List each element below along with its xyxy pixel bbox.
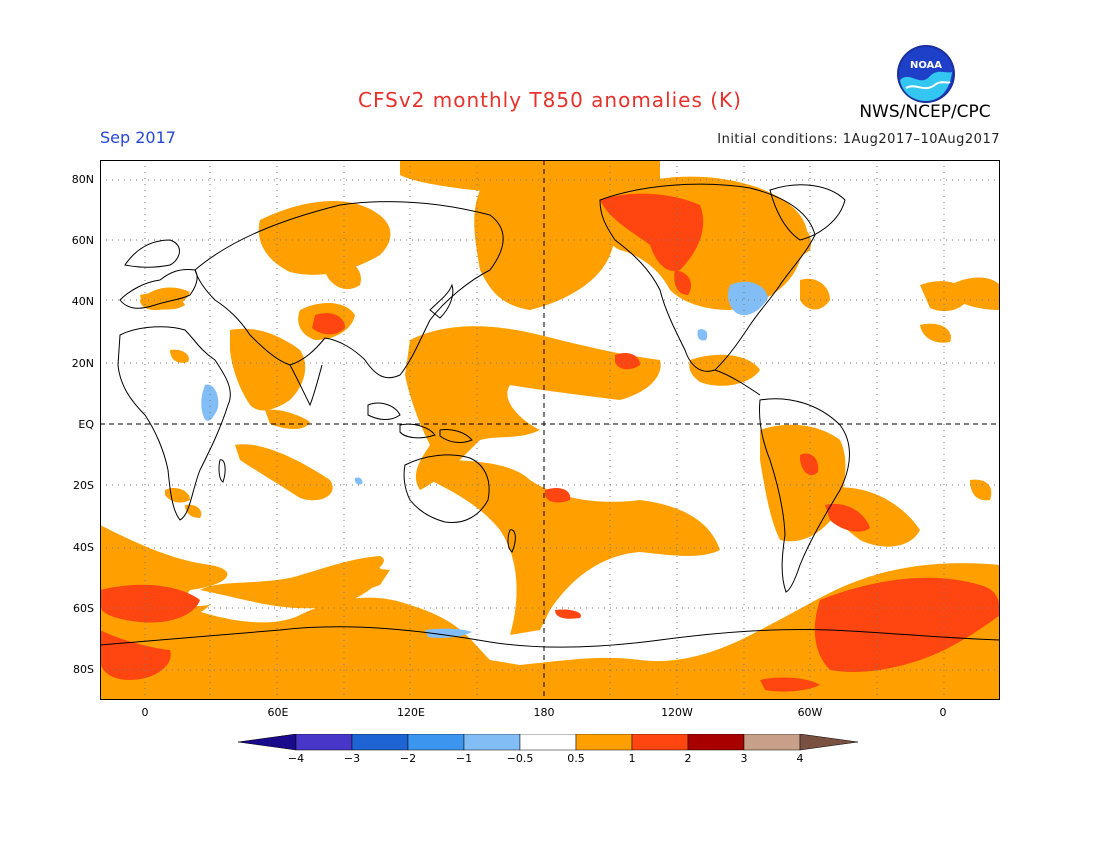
forecast-month: Sep 2017: [100, 128, 176, 147]
lat-label: 20N: [71, 357, 94, 370]
lat-label: 80N: [71, 173, 94, 186]
map-frame: [100, 160, 1000, 700]
graticule: [100, 160, 1000, 700]
colorbar-label: 1: [628, 752, 636, 765]
colorbar-segment: [743, 734, 801, 751]
colorbar-label: −3: [343, 752, 361, 765]
organization-label: NWS/NCEP/CPC: [859, 102, 991, 122]
coastlines: [100, 183, 1000, 648]
map-title: CFSv2 monthly T850 anomalies (K): [358, 88, 742, 112]
anomaly-map: [100, 160, 1000, 700]
lon-label: 0: [939, 706, 947, 719]
colorbar-label: −4: [287, 752, 305, 765]
lat-label: 40N: [71, 295, 94, 308]
colorbar-label: 0.5: [567, 752, 585, 765]
lon-label: 180: [533, 706, 555, 719]
lon-label: 60E: [267, 706, 289, 719]
colorbar-segment: [295, 734, 353, 751]
colorbar-label: −0.5: [506, 752, 534, 765]
lat-label: 40S: [73, 541, 94, 554]
colorbar-label: −1: [455, 752, 473, 765]
colorbar-segment: [463, 734, 521, 751]
anomaly-negative-weak: [201, 281, 768, 638]
colorbar-segment: [351, 734, 409, 751]
colorbar-label: 4: [796, 752, 804, 765]
lat-label: EQ: [78, 418, 94, 431]
colorbar-arrow-left: [238, 734, 297, 751]
colorbar-label: −2: [399, 752, 417, 765]
lon-label: 120E: [397, 706, 425, 719]
colorbar-segment: [519, 734, 577, 751]
colorbar-segment: [687, 734, 745, 751]
lat-label: 60N: [71, 234, 94, 247]
lat-label: 80S: [73, 663, 94, 676]
lon-label: 0: [141, 706, 149, 719]
lon-label: 60W: [797, 706, 823, 719]
colorbar: [238, 734, 859, 751]
anomaly-positive-strong: [100, 193, 1000, 692]
colorbar-arrow-right: [799, 734, 859, 751]
lon-label: 120W: [661, 706, 693, 719]
noaa-logo: NOAA: [897, 45, 955, 103]
initial-conditions: Initial conditions: 1Aug2017–10Aug2017: [717, 132, 1000, 147]
colorbar-segment: [407, 734, 465, 751]
colorbar-label: 3: [740, 752, 748, 765]
lat-label: 20S: [73, 479, 94, 492]
anomaly-positive-weak: [100, 160, 1000, 700]
colorbar-label: 2: [684, 752, 692, 765]
colorbar-segment: [575, 734, 633, 751]
lat-label: 60S: [73, 602, 94, 615]
logo-text: NOAA: [910, 60, 942, 71]
colorbar-segment: [631, 734, 689, 751]
